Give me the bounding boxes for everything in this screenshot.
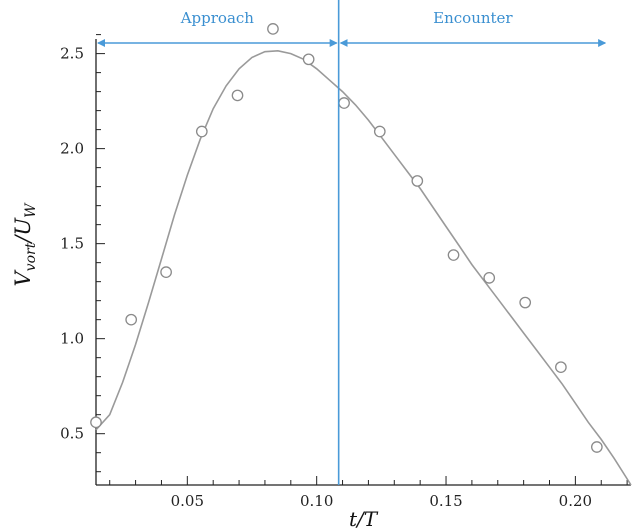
data-point-marker — [483, 272, 496, 284]
data-point-marker — [160, 266, 172, 279]
data-point-marker — [338, 97, 350, 109]
fit-curve-line — [95, 49, 632, 486]
region-label: Encounter — [433, 9, 513, 27]
data-point-marker — [231, 89, 244, 102]
y-title-u: U — [11, 217, 35, 236]
data-point-marker — [90, 416, 102, 429]
y-title-v-sub: vort — [23, 242, 39, 271]
data-point-marker — [519, 296, 532, 309]
data-point-marker — [373, 125, 386, 138]
x-tick-label: 0.10 — [300, 492, 333, 510]
fit-curve-layer — [95, 49, 632, 486]
y-tick-label: 1.0 — [60, 330, 84, 348]
data-point-marker — [447, 249, 460, 261]
data-point-marker — [267, 23, 279, 35]
y-tick-label: 2.0 — [60, 140, 84, 158]
y-title-v: V — [11, 270, 35, 287]
y-axis-title: Vvort/UW — [11, 202, 39, 287]
data-point-marker — [125, 313, 138, 326]
x-tick-label: 0.05 — [171, 492, 204, 510]
ticks: 0.05 0.10 0.15 0.20 0.5 1.0 1.5 2.0 2.5 — [60, 34, 628, 510]
y-tick-label: 2.5 — [60, 45, 84, 63]
x-tick-label: 0.20 — [559, 492, 592, 510]
x-tick-label: 0.15 — [429, 492, 462, 510]
y-tick-label: 0.5 — [60, 425, 84, 443]
y-tick-label: 1.5 — [60, 235, 84, 253]
region-annotations: Approach Encounter — [97, 0, 607, 485]
data-point-marker — [591, 441, 603, 453]
x-axis-title: t/T — [349, 507, 379, 530]
axes — [95, 39, 631, 486]
data-points-layer — [90, 23, 603, 453]
y-title-u-sub: W — [23, 202, 39, 218]
data-point-marker — [302, 53, 315, 66]
region-label: Approach — [180, 9, 255, 27]
y-title-sep: / — [11, 234, 35, 245]
data-point-marker — [555, 361, 567, 374]
data-point-marker — [411, 175, 424, 187]
data-point-marker — [195, 125, 208, 138]
